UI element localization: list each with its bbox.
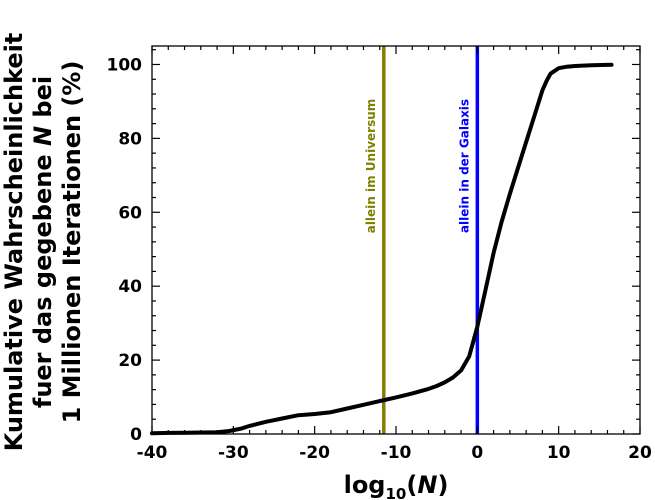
x-tick-label: -20 (299, 443, 330, 463)
y-tick-label: 60 (118, 203, 142, 223)
vertical-lines (382, 46, 480, 434)
y-tick-label: 100 (107, 55, 143, 75)
x-axis-label-main: log (344, 471, 386, 499)
x-tick-label: -40 (137, 443, 168, 463)
x-tick-label: -30 (218, 443, 249, 463)
y-axis-label-line-2: 1 Millionen Iterationen (%) (58, 61, 86, 424)
y-tick-label: 20 (118, 351, 142, 371)
x-tick-label: 20 (628, 443, 652, 463)
x-axis-label-variable: N (417, 471, 437, 499)
x-axis-label-subscript: 10 (386, 485, 407, 500)
tick-labels: -40 -30 -20 -10 0 10 20 0 20 40 60 80 100 (107, 55, 652, 463)
series-line-0 (150, 62, 614, 436)
y-axis-label-line-1: fuer das gegebene N bei (29, 76, 57, 408)
y-tick-label: 80 (118, 129, 142, 149)
y-tick-label: 0 (130, 425, 142, 445)
series-layer (150, 62, 614, 436)
x-tick-label: 10 (547, 443, 571, 463)
x-tick-label: -10 (381, 443, 412, 463)
vline-label-0: allein im Universum (364, 99, 378, 234)
x-axis-label-paren-close: ) (437, 471, 448, 499)
y-axis-label-variable: N (29, 126, 57, 146)
y-axis-label: Kumulative Wahrscheinlichkeitfuer das ge… (0, 33, 86, 452)
plot-frame (151, 45, 641, 435)
annotations: allein im Universum allein in der Galaxis (364, 99, 472, 234)
y-axis-label-line-0: Kumulative Wahrscheinlichkeit (0, 33, 28, 452)
x-axis-label: log10(N) (344, 471, 449, 500)
x-tick-label: 0 (471, 443, 483, 463)
axis-ticks (151, 46, 641, 435)
y-tick-label: 40 (118, 277, 142, 297)
x-axis-label-paren-open: ( (406, 471, 417, 499)
vline-label-1: allein in der Galaxis (457, 99, 471, 233)
